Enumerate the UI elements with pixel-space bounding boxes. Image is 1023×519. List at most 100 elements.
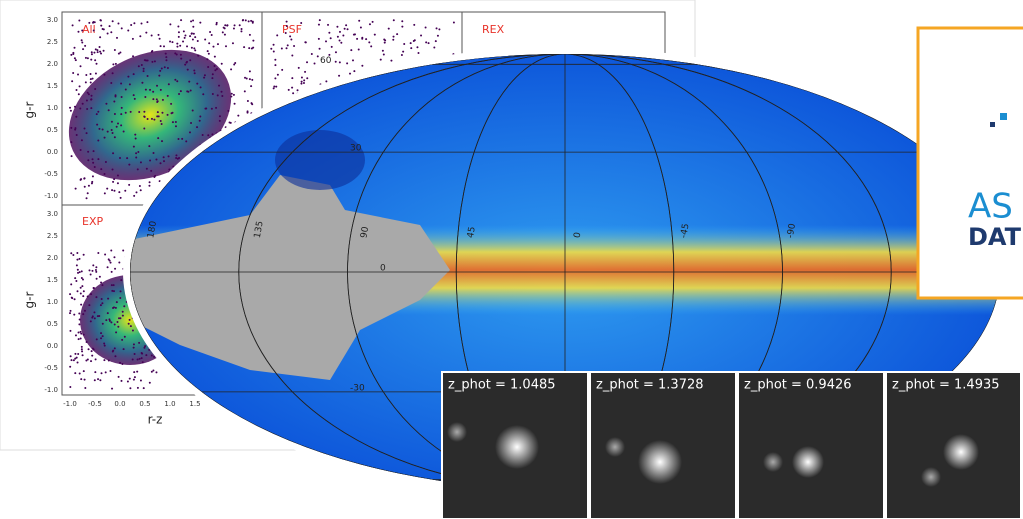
scatter-dot <box>300 82 303 85</box>
scatter-dot <box>387 27 390 30</box>
scatter-dot <box>73 313 76 316</box>
scatter-dot <box>85 197 88 200</box>
scatter-dot <box>113 347 116 350</box>
scatter-dot <box>435 27 438 30</box>
scatter-dot <box>276 73 279 76</box>
scatter-dot <box>95 270 98 273</box>
scatter-dot <box>368 41 371 44</box>
scatter-dot <box>149 159 152 162</box>
scatter-dot <box>238 24 241 27</box>
scatter-dot <box>221 31 224 34</box>
scatter-dot <box>69 312 72 315</box>
scatter-dot <box>146 59 149 62</box>
scatter-dot <box>247 20 250 23</box>
scatter-dot <box>81 354 84 357</box>
scatter-dot <box>69 329 72 332</box>
scatter-dot <box>112 180 115 183</box>
scatter-dot <box>176 42 179 45</box>
scatter-dot <box>138 341 141 344</box>
scatter-dot <box>90 360 93 363</box>
scatter-dot <box>101 284 104 287</box>
scatter-dot <box>75 264 78 267</box>
scatter-dot <box>159 45 162 48</box>
y-tick-label: -0.5 <box>44 170 58 178</box>
scatter-dot <box>303 79 306 82</box>
scatter-dot <box>109 261 112 264</box>
scatter-dot <box>208 42 211 45</box>
scatter-dot <box>211 133 214 136</box>
scatter-dot <box>202 93 205 96</box>
cutout-image <box>737 371 885 519</box>
scatter-dot <box>146 21 149 24</box>
scatter-dot <box>99 50 102 53</box>
scatter-dot <box>345 24 348 27</box>
scatter-dot <box>82 370 85 373</box>
scatter-dot <box>132 73 135 76</box>
scatter-dot <box>166 66 169 69</box>
scatter-dot <box>138 357 141 360</box>
scatter-dot <box>118 317 121 320</box>
scatter-dot <box>127 322 130 325</box>
scatter-dot <box>70 283 73 286</box>
x-tick-label: 0.0 <box>114 400 125 408</box>
scatter-dot <box>334 60 337 63</box>
scatter-dot <box>165 59 168 62</box>
scatter-dot <box>82 295 85 298</box>
scatter-dot <box>70 252 73 255</box>
scatter-dot <box>193 69 196 72</box>
scatter-dot <box>133 22 136 25</box>
y-axis-label: g-r <box>23 291 37 308</box>
scatter-dot <box>233 24 236 27</box>
scatter-dot <box>157 33 160 36</box>
scatter-dot <box>76 258 79 261</box>
scatter-dot <box>103 173 106 176</box>
scatter-dot <box>186 68 189 71</box>
scatter-dot <box>142 70 145 73</box>
scatter-dot <box>144 96 147 99</box>
scatter-dot <box>291 54 294 57</box>
scatter-dot <box>132 378 135 381</box>
scatter-dot <box>232 27 235 30</box>
scatter-dot <box>313 62 316 65</box>
panel-label: EXP <box>82 215 103 228</box>
scatter-dot <box>117 52 120 55</box>
scatter-dot <box>143 346 146 349</box>
scatter-dot <box>103 73 106 76</box>
scatter-dot <box>110 82 113 85</box>
scatter-dot <box>77 73 80 76</box>
scatter-dot <box>210 34 213 37</box>
panel-label: PSF <box>282 23 302 36</box>
scatter-dot <box>150 370 153 373</box>
scatter-dot <box>128 83 131 86</box>
scatter-dot <box>174 52 177 55</box>
scatter-dot <box>179 90 182 93</box>
y-tick-label: -1.0 <box>44 386 58 394</box>
scatter-dot <box>358 19 361 22</box>
scatter-dot <box>275 85 278 88</box>
scatter-dot <box>112 284 115 287</box>
scatter-dot <box>134 137 137 140</box>
scatter-dot <box>101 128 104 131</box>
scatter-dot <box>190 32 193 35</box>
scatter-dot <box>133 371 136 374</box>
scatter-dot <box>229 121 232 124</box>
scatter-dot <box>140 357 143 360</box>
scatter-dot <box>106 312 109 315</box>
longitude-label: 90 <box>359 226 371 239</box>
scatter-dot <box>129 387 132 390</box>
scatter-dot <box>330 45 333 48</box>
scatter-dot <box>118 261 121 264</box>
scatter-dot <box>211 73 214 76</box>
scatter-dot <box>178 156 181 159</box>
scatter-dot <box>132 346 135 349</box>
scatter-dot <box>179 53 182 56</box>
scatter-dot <box>112 306 115 309</box>
longitude-label: 0 <box>573 231 584 239</box>
scatter-dot <box>302 81 305 84</box>
scatter-dot <box>242 19 245 22</box>
scatter-dot <box>412 39 415 42</box>
scatter-dot <box>107 359 110 362</box>
scatter-dot <box>370 45 373 48</box>
scatter-dot <box>80 270 83 273</box>
